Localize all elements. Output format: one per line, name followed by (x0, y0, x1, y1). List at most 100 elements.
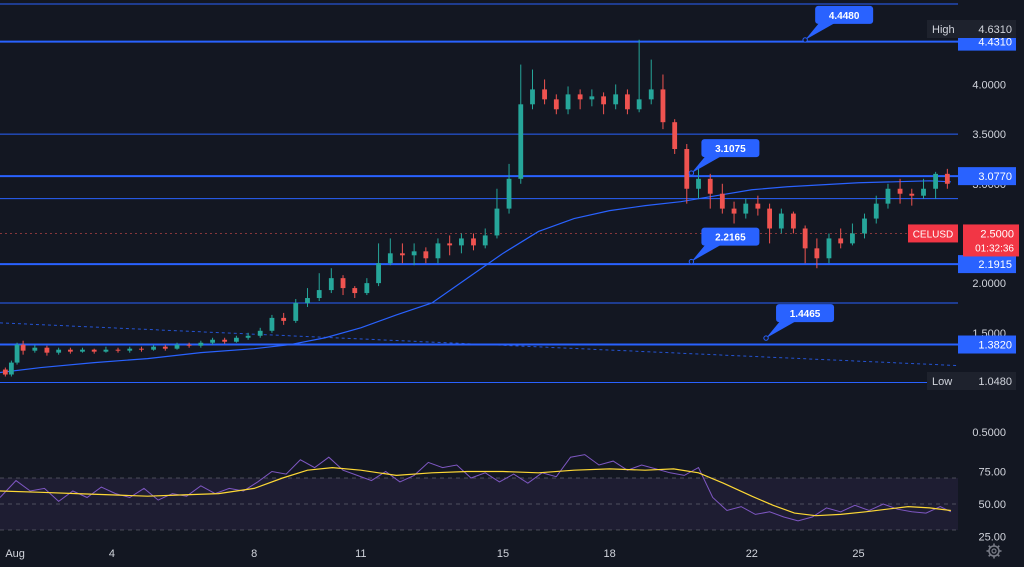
symbol-tag[interactable] (908, 224, 958, 243)
high-label: High (932, 24, 955, 36)
price-tick-label: 2.0000 (972, 278, 1006, 290)
candle (482, 235, 488, 246)
candle (471, 238, 476, 246)
candle (755, 203, 761, 209)
high-tag (927, 20, 1016, 38)
level-price-label: 1.3820 (978, 340, 1012, 352)
symbol-label: CELUSD (913, 229, 954, 240)
gear-icon[interactable] (986, 543, 1002, 559)
candle (447, 243, 453, 246)
candle (767, 208, 772, 229)
candle (328, 278, 334, 291)
time-tick-label: 25 (852, 548, 864, 560)
time-tick-label: 11 (355, 548, 366, 560)
candle (802, 228, 808, 249)
level-price-label: 2.1915 (978, 259, 1012, 271)
rsi-tick-label: 50.00 (978, 499, 1006, 511)
countdown-label: 01:32:36 (975, 243, 1014, 254)
candle (352, 288, 358, 294)
candle (387, 253, 393, 264)
candle (672, 122, 678, 150)
trend-line[interactable] (0, 322, 959, 367)
candle (921, 188, 926, 196)
moving-average-line (0, 180, 951, 374)
candle (186, 344, 192, 346)
level-price-tag (958, 335, 1016, 354)
candle (625, 94, 630, 110)
candle (897, 188, 903, 194)
candle (269, 317, 275, 331)
candle (198, 342, 204, 346)
callout-box[interactable] (815, 5, 874, 24)
candle (660, 89, 666, 123)
candle (542, 89, 547, 100)
callout-pointer (691, 244, 722, 262)
callout-box[interactable] (776, 304, 835, 323)
candle (80, 349, 85, 352)
candle (707, 178, 713, 194)
candle (909, 193, 915, 196)
callout-pointer (766, 321, 797, 339)
time-tick-label: 8 (251, 548, 257, 560)
candle (20, 344, 26, 351)
time-tick-label: 18 (604, 548, 616, 560)
candle (376, 263, 381, 284)
candle (873, 203, 879, 219)
candle (506, 178, 512, 209)
candle (139, 348, 144, 350)
candle (862, 218, 867, 234)
rsi-line (0, 454, 952, 522)
candle (944, 173, 950, 184)
time-tick-label: 22 (746, 548, 758, 560)
candle (423, 251, 429, 259)
candle (67, 349, 73, 352)
candle (494, 208, 500, 236)
candle (399, 253, 405, 256)
candle (826, 238, 832, 259)
callout-pointer (691, 156, 722, 174)
level-price-label: 3.0770 (978, 171, 1012, 183)
candle (411, 251, 417, 256)
candle (56, 349, 62, 353)
candle (340, 278, 346, 289)
candle (281, 317, 287, 321)
candle (731, 208, 737, 214)
candle (791, 213, 796, 229)
callout-anchor (802, 37, 808, 43)
callout-anchor (688, 170, 695, 176)
price-tick-label: 4.0000 (972, 79, 1006, 91)
rsi-band (0, 478, 958, 530)
candle (577, 94, 583, 100)
candle (743, 203, 749, 214)
candle (885, 188, 891, 204)
candle (127, 348, 133, 351)
last-price-value: 2.5000 (980, 228, 1014, 240)
candle (459, 238, 464, 246)
candle (838, 238, 844, 244)
time-tick-label: 4 (109, 548, 115, 560)
callout-label: 4.4480 (829, 11, 860, 22)
candle (2, 369, 8, 375)
candle (518, 104, 524, 179)
candle (684, 149, 690, 189)
low-tag (927, 372, 1016, 390)
candle (91, 349, 97, 352)
callout-box[interactable] (701, 227, 760, 246)
candle (933, 173, 939, 189)
callout-box[interactable] (701, 139, 760, 158)
callout-anchor (688, 258, 695, 265)
time-tick-label: Aug (5, 548, 25, 560)
candle (293, 302, 299, 321)
level-price-label: 4.4310 (978, 37, 1012, 49)
candle (162, 346, 168, 349)
price-tick-label: 0.5000 (972, 427, 1006, 439)
callout-label: 1.4465 (790, 309, 821, 320)
candle (530, 89, 535, 105)
level-price-tag (958, 255, 1016, 274)
candle (565, 94, 571, 110)
candle (778, 213, 784, 229)
callout-anchor (763, 335, 769, 341)
candle (696, 178, 701, 189)
